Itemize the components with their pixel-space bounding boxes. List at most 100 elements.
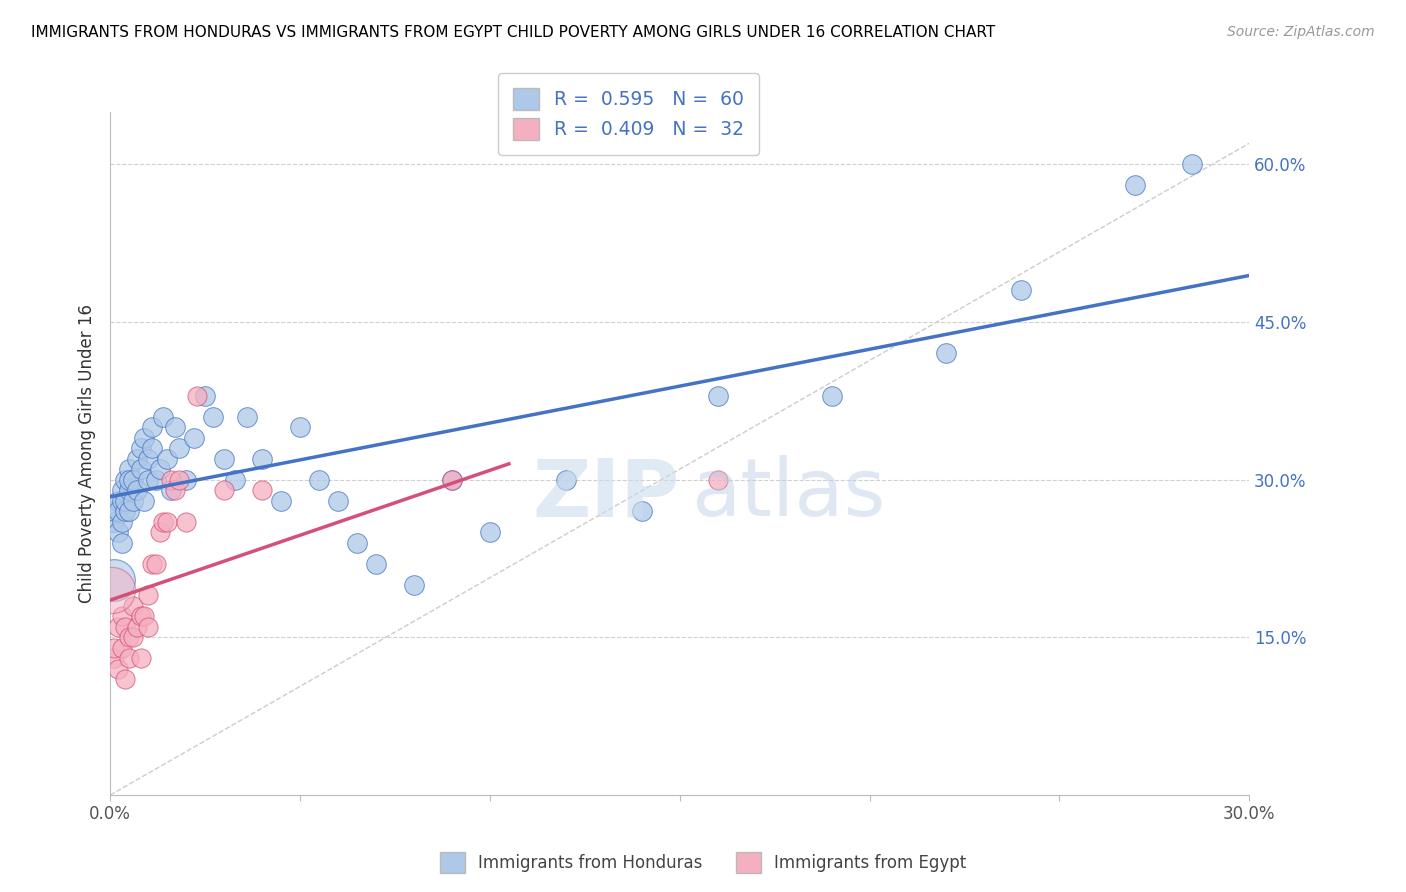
Point: [134, 493, 156, 508]
Point: [129, 609, 152, 624]
Point: [110, 493, 132, 508]
Point: [122, 473, 145, 487]
Point: [160, 473, 183, 487]
Point: [630, 504, 652, 518]
Point: [1010, 284, 1032, 298]
Point: [478, 525, 501, 540]
Point: [212, 451, 235, 466]
Point: [270, 493, 292, 508]
Point: [118, 473, 141, 487]
Point: [122, 493, 145, 508]
Point: [136, 588, 159, 602]
Point: [122, 631, 145, 645]
Point: [141, 441, 163, 455]
Point: [118, 483, 141, 498]
Point: [129, 462, 152, 476]
Point: [440, 473, 463, 487]
Point: [174, 473, 197, 487]
Point: [1125, 178, 1147, 193]
Point: [167, 441, 190, 455]
Point: [152, 409, 174, 424]
Point: [136, 451, 159, 466]
Point: [110, 640, 132, 655]
Point: [125, 451, 148, 466]
Point: [103, 573, 125, 587]
Point: [145, 557, 167, 571]
Point: [136, 473, 159, 487]
Point: [346, 535, 368, 549]
Point: [250, 483, 273, 498]
Point: [201, 409, 224, 424]
Y-axis label: Child Poverty Among Girls Under 16: Child Poverty Among Girls Under 16: [79, 304, 96, 603]
Point: [156, 451, 179, 466]
Point: [183, 431, 205, 445]
Point: [212, 483, 235, 498]
Point: [152, 515, 174, 529]
Point: [250, 451, 273, 466]
Point: [145, 473, 167, 487]
Point: [103, 640, 125, 655]
Text: ZIP: ZIP: [533, 456, 679, 533]
Point: [163, 483, 186, 498]
Point: [110, 535, 132, 549]
Point: [186, 388, 208, 402]
Point: [110, 515, 132, 529]
Point: [194, 388, 217, 402]
Point: [934, 346, 956, 360]
Point: [118, 462, 141, 476]
Point: [129, 441, 152, 455]
Point: [148, 525, 170, 540]
Point: [174, 515, 197, 529]
Point: [402, 578, 425, 592]
Point: [440, 473, 463, 487]
Point: [706, 473, 728, 487]
Point: [134, 431, 156, 445]
Point: [141, 420, 163, 434]
Point: [224, 473, 246, 487]
Legend: R =  0.595   N =  60, R =  0.409   N =  32: R = 0.595 N = 60, R = 0.409 N = 32: [498, 73, 759, 155]
Point: [156, 515, 179, 529]
Point: [110, 609, 132, 624]
Point: [114, 620, 136, 634]
Point: [114, 493, 136, 508]
Point: [110, 483, 132, 498]
Point: [107, 493, 129, 508]
Point: [308, 473, 330, 487]
Point: [118, 651, 141, 665]
Point: [107, 662, 129, 676]
Point: [820, 388, 842, 402]
Text: IMMIGRANTS FROM HONDURAS VS IMMIGRANTS FROM EGYPT CHILD POVERTY AMONG GIRLS UNDE: IMMIGRANTS FROM HONDURAS VS IMMIGRANTS F…: [31, 25, 995, 40]
Point: [288, 420, 311, 434]
Point: [167, 473, 190, 487]
Point: [114, 473, 136, 487]
Point: [107, 525, 129, 540]
Point: [141, 557, 163, 571]
Point: [706, 388, 728, 402]
Point: [148, 462, 170, 476]
Point: [1181, 157, 1204, 171]
Point: [125, 620, 148, 634]
Point: [114, 673, 136, 687]
Point: [107, 504, 129, 518]
Point: [101, 582, 124, 597]
Point: [114, 504, 136, 518]
Point: [103, 651, 125, 665]
Point: [118, 504, 141, 518]
Point: [163, 420, 186, 434]
Point: [160, 483, 183, 498]
Point: [326, 493, 349, 508]
Point: [129, 651, 152, 665]
Point: [554, 473, 576, 487]
Point: [103, 515, 125, 529]
Point: [118, 631, 141, 645]
Text: atlas: atlas: [692, 456, 886, 533]
Point: [134, 609, 156, 624]
Point: [125, 483, 148, 498]
Point: [103, 504, 125, 518]
Point: [364, 557, 387, 571]
Point: [236, 409, 259, 424]
Point: [136, 620, 159, 634]
Text: Source: ZipAtlas.com: Source: ZipAtlas.com: [1227, 25, 1375, 39]
Point: [107, 620, 129, 634]
Legend: Immigrants from Honduras, Immigrants from Egypt: Immigrants from Honduras, Immigrants fro…: [433, 846, 973, 880]
